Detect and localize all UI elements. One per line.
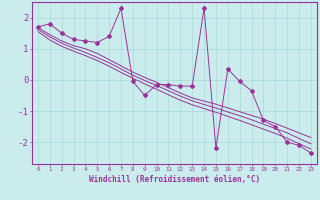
X-axis label: Windchill (Refroidissement éolien,°C): Windchill (Refroidissement éolien,°C) [89, 175, 260, 184]
